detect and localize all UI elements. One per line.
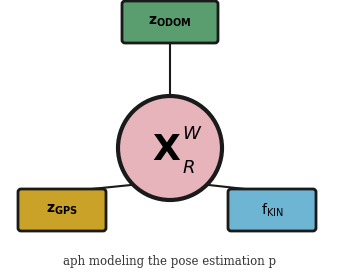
Text: $\mathbf{z}_{\mathbf{ODOM}}$: $\mathbf{z}_{\mathbf{ODOM}}$ xyxy=(148,15,192,29)
Text: $\mathbf{X}$: $\mathbf{X}$ xyxy=(152,133,182,167)
Text: aph modeling the pose estimation p: aph modeling the pose estimation p xyxy=(64,255,276,268)
FancyBboxPatch shape xyxy=(122,1,218,43)
Circle shape xyxy=(118,96,222,200)
FancyBboxPatch shape xyxy=(228,189,316,231)
Text: $\mathbf{z}_{\mathbf{GPS}}$: $\mathbf{z}_{\mathbf{GPS}}$ xyxy=(46,203,78,217)
Text: $\mathit{R}$: $\mathit{R}$ xyxy=(182,159,194,177)
Text: $\mathit{W}$: $\mathit{W}$ xyxy=(182,125,202,143)
FancyBboxPatch shape xyxy=(18,189,106,231)
Text: $\mathrm{f}_{\mathrm{KIN}}$: $\mathrm{f}_{\mathrm{KIN}}$ xyxy=(261,201,283,219)
